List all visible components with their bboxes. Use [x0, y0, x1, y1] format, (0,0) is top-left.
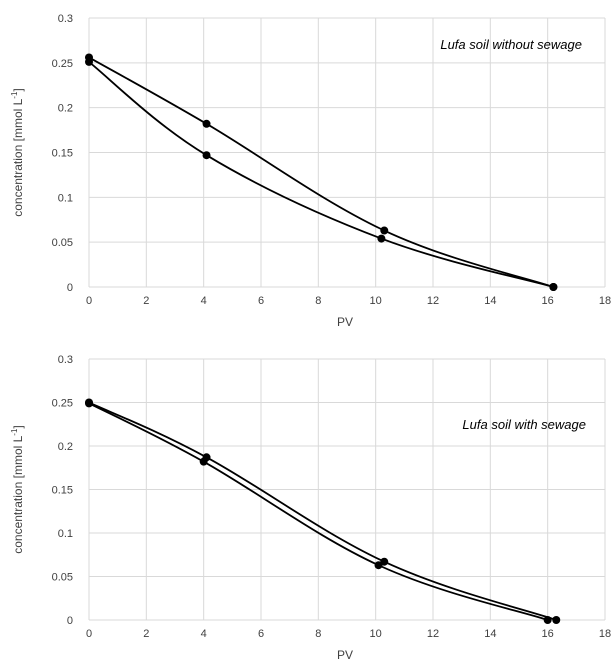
data-point [543, 616, 552, 624]
series-line-2 [88, 402, 548, 621]
data-point [380, 226, 389, 235]
data-point [549, 283, 558, 291]
data-point [199, 457, 208, 466]
y-tick-label: 0.2 [58, 441, 73, 453]
x-tick-label: 4 [201, 295, 207, 307]
x-tick-label: 2 [143, 295, 149, 307]
series-line-2 [88, 61, 554, 288]
y-axis-label: concentration [mmol L-1] [10, 425, 25, 554]
y-tick-label: 0.15 [52, 148, 73, 160]
x-tick-label: 4 [201, 628, 207, 640]
data-point [380, 557, 389, 566]
y-axis-label-close: ] [11, 425, 25, 428]
x-tick-label: 0 [86, 295, 92, 307]
data-point [85, 399, 93, 408]
y-axis-label-close: ] [11, 88, 25, 91]
x-tick-label: 18 [599, 628, 611, 640]
x-tick-label: 14 [484, 628, 496, 640]
y-tick-label: 0.3 [58, 354, 73, 366]
y-tick-label: 0.25 [52, 58, 73, 70]
y-axis-label-superscript: -1 [10, 428, 19, 436]
y-tick-label: 0.2 [58, 103, 73, 115]
x-tick-label: 16 [542, 628, 554, 640]
x-axis-label: PV [337, 315, 353, 329]
x-tick-label: 6 [258, 628, 264, 640]
x-tick-label: 0 [86, 628, 92, 640]
y-axis-label: concentration [mmol L-1] [10, 88, 25, 217]
y-tick-label: 0.05 [52, 237, 73, 249]
series-line-1 [88, 56, 554, 288]
y-tick-label: 0.1 [58, 528, 73, 540]
y-axis-label-text: concentration [mmol L [11, 435, 25, 553]
y-tick-label: 0.1 [58, 192, 73, 204]
chart-panel-top: 0 2 4 6 8 10 12 14 16 18 0 0.05 0.1 0.15 0.2 0.25 0.3 PV c… [10, 13, 611, 329]
x-tick-label: 8 [315, 295, 321, 307]
x-tick-label: 8 [315, 628, 321, 640]
y-axis-label-text: concentration [mmol L [11, 98, 25, 216]
y-tick-label: 0 [67, 615, 73, 627]
y-tick-label: 0 [67, 282, 73, 294]
chart-annotation: Lufa soil without sewage [440, 37, 582, 52]
x-tick-label: 10 [370, 628, 382, 640]
x-tick-label: 16 [542, 295, 554, 307]
y-tick-label: 0.25 [52, 398, 73, 410]
y-tick-label: 0.05 [52, 572, 73, 584]
x-tick-label: 18 [599, 295, 611, 307]
chart-panel-bottom: 0 2 4 6 8 10 12 14 16 18 0 0.05 0.1 0.15 0.2 0.25 0.3 PV c… [10, 354, 611, 662]
data-point [552, 616, 561, 624]
series-line-1 [88, 401, 557, 621]
x-tick-label: 10 [370, 295, 382, 307]
x-tick-label: 12 [427, 628, 439, 640]
data-point [374, 561, 383, 570]
chart-annotation: Lufa soil with sewage [462, 417, 586, 432]
data-point [377, 234, 386, 243]
data-point [202, 151, 211, 160]
data-point [202, 119, 211, 128]
y-tick-label: 0.15 [52, 485, 73, 497]
x-tick-label: 14 [484, 295, 496, 307]
x-axis-label: PV [337, 648, 353, 662]
x-tick-label: 6 [258, 295, 264, 307]
x-tick-label: 12 [427, 295, 439, 307]
y-tick-label: 0.3 [58, 13, 73, 25]
y-axis-label-superscript: -1 [10, 91, 19, 99]
x-tick-label: 2 [143, 628, 149, 640]
data-point [85, 57, 93, 66]
